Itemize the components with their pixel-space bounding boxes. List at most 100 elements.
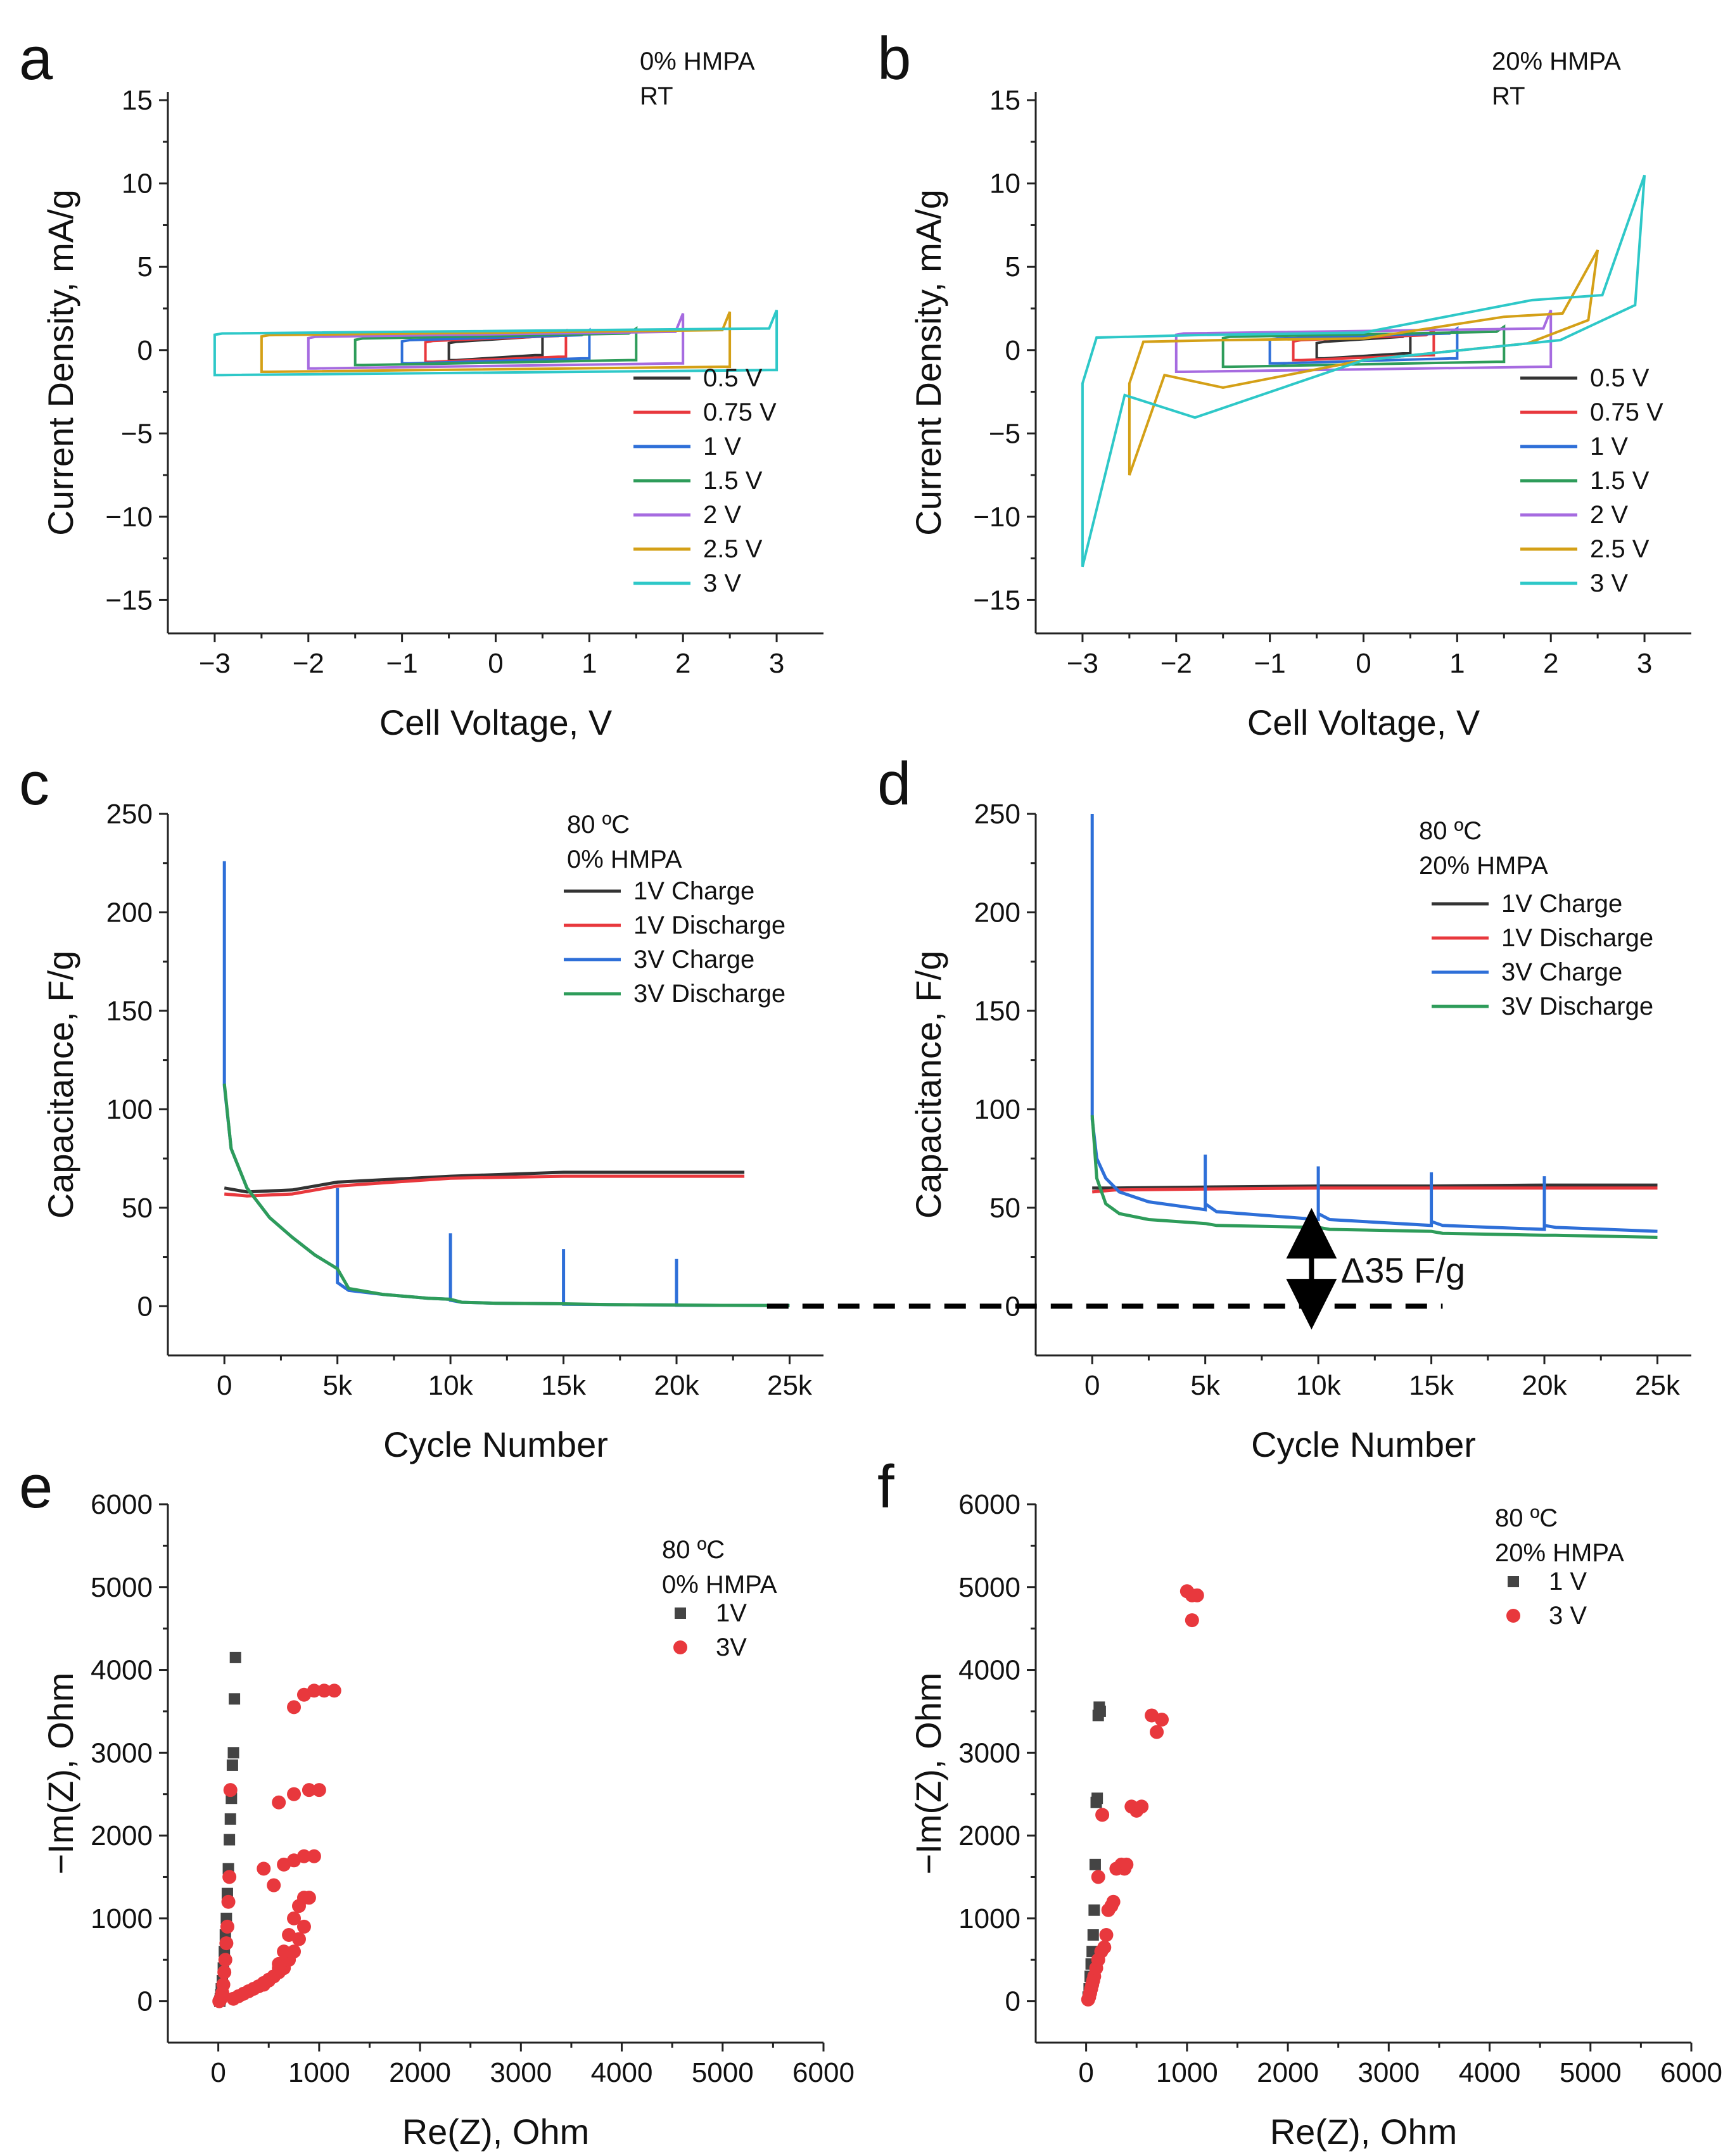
legend-label: 1 V — [1549, 1568, 1587, 1595]
x-tick-label: 3 — [1637, 648, 1652, 679]
legend-label: 3V — [716, 1633, 747, 1661]
y-tick-label: 250 — [106, 799, 153, 830]
plot-area — [213, 309, 779, 377]
y-tick-label: −15 — [973, 585, 1020, 616]
legend: 0.5 V 0.75 V 1 V 1.5 V 2 V 2.5 V 3 V — [1520, 364, 1663, 597]
scatter-point — [272, 1961, 286, 1975]
y-tick-label: 5000 — [958, 1572, 1020, 1603]
scatter-point — [222, 1870, 237, 1884]
x-axis-label: Cell Voltage, V — [1247, 702, 1480, 742]
scatter-point — [287, 1944, 302, 1959]
x-tick-label: 15k — [1409, 1370, 1454, 1401]
scatter-point — [277, 1944, 291, 1959]
scatter-point — [1087, 1929, 1099, 1941]
annotation: 20% HMPA — [1492, 48, 1621, 75]
x-axis-label: Re(Z), Ohm — [402, 2112, 590, 2152]
scatter-point — [218, 1953, 232, 1967]
y-tick-label: 15 — [122, 85, 153, 116]
x-tick-label: 3 — [769, 648, 784, 679]
x-tick-label: −2 — [1160, 648, 1192, 679]
annotation: 20% HMPA — [1495, 1539, 1624, 1567]
x-tick-label: 0 — [210, 2057, 226, 2088]
scatter-point — [267, 1878, 281, 1893]
x-tick-label: −1 — [386, 648, 418, 679]
legend-label: 2 V — [703, 501, 741, 529]
y-tick-label: 10 — [122, 168, 153, 200]
series-line — [1090, 814, 1658, 1233]
series-line — [1090, 1115, 1658, 1239]
legend: 1 V3 V — [1506, 1568, 1587, 1630]
y-tick-label: 1000 — [958, 1903, 1020, 1934]
y-tick-label: 0 — [1005, 1986, 1020, 2017]
legend-label: 2.5 V — [703, 535, 763, 563]
x-tick-label: 1 — [1449, 648, 1465, 679]
legend-label: 3V Discharge — [633, 980, 785, 1008]
annotation: 0% HMPA — [567, 846, 682, 873]
cv-curve — [1221, 324, 1506, 369]
x-tick-label: 1000 — [288, 2057, 350, 2088]
x-tick-label: 25k — [767, 1370, 813, 1401]
scatter-point — [302, 1891, 316, 1905]
scatter-point — [1106, 1894, 1121, 1909]
scatter-point — [220, 1919, 234, 1934]
y-tick-label: 50 — [122, 1193, 153, 1224]
scatter-point — [257, 1861, 271, 1876]
y-axis-label: Capacitance, F/g — [41, 951, 80, 1219]
y-axis-label: Capacitance, F/g — [908, 951, 948, 1219]
y-tick-label: 5000 — [91, 1572, 153, 1603]
x-tick-label: 6000 — [792, 2057, 855, 2088]
scatter-point — [221, 1894, 236, 1909]
series-line — [224, 1170, 745, 1194]
x-tick-label: −3 — [199, 648, 231, 679]
scatter-point — [1119, 1857, 1134, 1872]
x-tick-label: 0 — [488, 648, 503, 679]
scatter-point — [307, 1684, 321, 1698]
x-axis-label: Cell Voltage, V — [379, 702, 613, 742]
scatter-point — [1091, 1870, 1105, 1884]
legend-label: 2 V — [1590, 501, 1628, 529]
scatter-point — [223, 1783, 238, 1798]
plot-area — [1090, 814, 1658, 1239]
legend-label: 0.75 V — [1590, 398, 1663, 426]
scatter-point — [226, 1759, 238, 1771]
panel-letter: c — [19, 750, 49, 818]
scatter-point — [217, 1965, 232, 1979]
x-tick-label: 3000 — [1357, 2057, 1420, 2088]
legend-label: 1.5 V — [1590, 467, 1650, 495]
scatter-point — [229, 1693, 241, 1705]
panel-letter: d — [877, 750, 911, 818]
plot-area — [1081, 174, 1646, 568]
x-tick-label: 5000 — [692, 2057, 754, 2088]
series-line — [222, 1083, 790, 1307]
legend-label: 3V Charge — [633, 946, 754, 973]
scatter-point — [224, 1834, 236, 1846]
scatter-point — [1099, 1928, 1114, 1942]
panel-letter: e — [19, 1453, 53, 1521]
x-tick-label: 0 — [217, 1370, 232, 1401]
x-tick-label: 5000 — [1560, 2057, 1622, 2088]
scatter-point — [227, 1747, 239, 1759]
delta-label: Δ35 F/g — [1341, 1250, 1465, 1290]
x-axis-label: Cycle Number — [1251, 1424, 1476, 1464]
y-tick-label: 5 — [1005, 251, 1020, 282]
scatter-point — [282, 1928, 296, 1942]
y-tick-label: 2000 — [958, 1820, 1020, 1851]
legend: 0.5 V 0.75 V 1 V 1.5 V 2 V 2.5 V 3 V — [633, 364, 777, 597]
x-tick-label: 4000 — [591, 2057, 653, 2088]
y-tick-label: 15 — [989, 85, 1020, 116]
scatter-point — [302, 1783, 316, 1798]
legend-label: 2.5 V — [1590, 535, 1650, 563]
scatter-point — [1150, 1725, 1164, 1739]
annotation: 80 ºC — [567, 811, 630, 839]
legend-label: 1V Charge — [1501, 890, 1622, 918]
cv-curve — [307, 313, 685, 370]
panel-f: f 0 1000 2000 3000 4000 5000 6000 0 1000 2000 3000 4… — [877, 1453, 1722, 2152]
cv-curve — [260, 311, 732, 373]
y-tick-label: −15 — [105, 585, 153, 616]
annotation: RT — [640, 82, 673, 110]
scatter-point — [287, 1700, 302, 1715]
legend-label: 3 V — [1590, 569, 1628, 597]
